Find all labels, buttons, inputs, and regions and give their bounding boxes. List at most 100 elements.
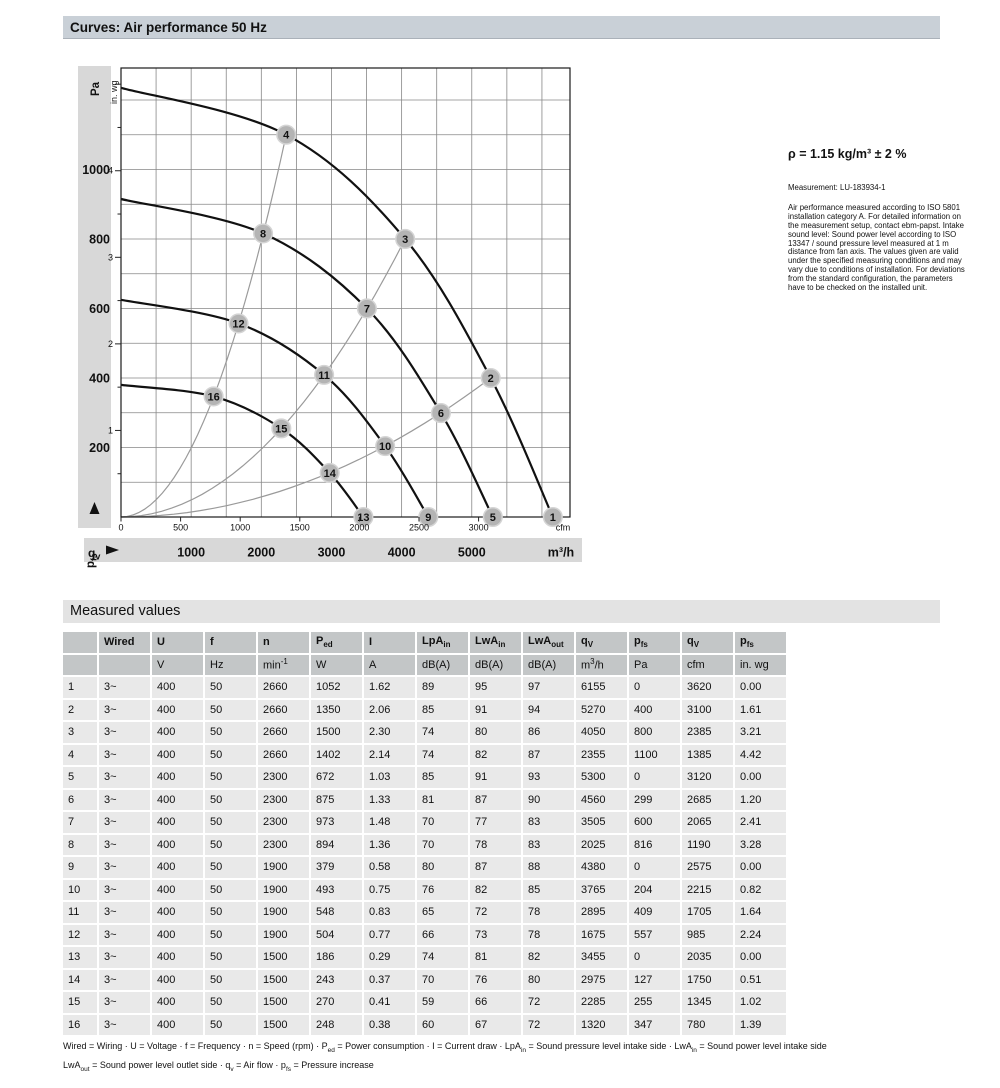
table-cell: 15: [63, 992, 97, 1013]
table-cell: 13: [63, 947, 97, 968]
table-cell: 72: [523, 992, 574, 1013]
table-cell: 85: [417, 699, 468, 720]
svg-text:1: 1: [108, 425, 113, 435]
table-cell: 50: [205, 834, 256, 855]
x-axis-cfm-labels: 0 500 1000 1500 2000 2500 3000 cfm: [118, 523, 570, 533]
table-header-cell: LpAin: [417, 632, 468, 653]
table-cell: 1900: [258, 879, 309, 900]
table-row: 15 3~ 400 50 1500 270 0.41 59 66 72 2285 255 1345 1.0…: [63, 992, 786, 1013]
table-cell: 1100: [629, 744, 680, 765]
table-cell: 89: [417, 677, 468, 698]
table-cell: 0.00: [735, 857, 786, 878]
chart-grid: [121, 68, 570, 517]
table-cell: 50: [205, 1014, 256, 1035]
table-cell: 1.33: [364, 789, 415, 810]
table-cell: 299: [629, 789, 680, 810]
table-cell: 973: [311, 812, 362, 833]
table-cell: 50: [205, 812, 256, 833]
table-cell: 0.00: [735, 767, 786, 788]
y-axis-symbol: pfs: [85, 553, 99, 568]
table-cell: 50: [205, 947, 256, 968]
table-cell: 50: [205, 992, 256, 1013]
table-cell: 1.36: [364, 834, 415, 855]
table-cell: 243: [311, 969, 362, 990]
table-row: 8 3~ 400 50 2300 894 1.36 70 78 83 2025 816 1190 3.28: [63, 834, 786, 855]
table-header-cell: [63, 632, 97, 653]
svg-text:4000: 4000: [388, 546, 416, 560]
svg-text:7: 7: [364, 303, 370, 315]
table-cell: 2285: [576, 992, 627, 1013]
table-cell: 5: [63, 767, 97, 788]
table-cell: 67: [470, 1014, 521, 1035]
table-cell: 1.02: [735, 992, 786, 1013]
curve-point-marker-2: 2: [480, 367, 501, 389]
table-cell: 875: [311, 789, 362, 810]
svg-text:11: 11: [318, 370, 330, 382]
table-cell: 0.37: [364, 969, 415, 990]
table-cell: 70: [417, 969, 468, 990]
air-performance-chart: 4321876512111091615141320040060080010001…: [78, 66, 582, 568]
table-cell: 0.41: [364, 992, 415, 1013]
table-cell: 400: [152, 969, 203, 990]
table-cell: 2660: [258, 699, 309, 720]
table-cell: 2300: [258, 767, 309, 788]
table-cell: 11: [63, 902, 97, 923]
table-cell: 83: [523, 812, 574, 833]
page-title: Curves: Air performance 50 Hz: [70, 20, 267, 35]
table-row: 12 3~ 400 50 1900 504 0.77 66 73 78 1675 557 985 2.24: [63, 924, 786, 945]
table-cell: 10: [63, 879, 97, 900]
legend-line-1: Wired = Wiring · U = Voltage · f = Frequ…: [63, 1041, 827, 1054]
y-axis-pa-labels: 200 400 600 800 1000: [82, 163, 110, 455]
table-cell: 400: [629, 699, 680, 720]
svg-text:600: 600: [89, 302, 110, 316]
table-cell: 1750: [682, 969, 733, 990]
table-cell: 400: [152, 992, 203, 1013]
table-cell: 985: [682, 924, 733, 945]
table-cell: 90: [523, 789, 574, 810]
table-cell: 3~: [99, 924, 150, 945]
table-cell: 1.39: [735, 1014, 786, 1035]
svg-text:9: 9: [425, 512, 431, 524]
table-row: 5 3~ 400 50 2300 672 1.03 85 91 93 5300 0 3120 0.00: [63, 767, 786, 788]
table-cell: 1.20: [735, 789, 786, 810]
table-unit-cell: dB(A): [470, 654, 521, 675]
legend-footnote: Wired = Wiring · U = Voltage · f = Frequ…: [63, 1041, 827, 1079]
curve-point-marker-7: 7: [356, 298, 377, 319]
table-cell: 0.83: [364, 902, 415, 923]
table-unit-cell: A: [364, 654, 415, 675]
table-cell: 2975: [576, 969, 627, 990]
table-cell: 50: [205, 744, 256, 765]
table-cell: 50: [205, 767, 256, 788]
table-cell: 894: [311, 834, 362, 855]
table-unit-cell: Pa: [629, 654, 680, 675]
system-line-a: [120, 134, 287, 518]
table-cell: 2065: [682, 812, 733, 833]
table-cell: 77: [470, 812, 521, 833]
table-cell: 50: [205, 924, 256, 945]
table-unit-cell: [63, 654, 97, 675]
table-unit-cell: in. wg: [735, 654, 786, 675]
table-cell: 1500: [258, 969, 309, 990]
table-cell: 2385: [682, 722, 733, 743]
table-cell: 4050: [576, 722, 627, 743]
table-header-cell: pfs: [735, 632, 786, 653]
table-header-cell: Ped: [311, 632, 362, 653]
table-row: 16 3~ 400 50 1500 248 0.38 60 67 72 1320 347 780 1.39: [63, 1014, 786, 1035]
table-cell: 2.24: [735, 924, 786, 945]
table-cell: 1500: [258, 992, 309, 1013]
table-cell: 7: [63, 812, 97, 833]
table-cell: 1705: [682, 902, 733, 923]
svg-text:1000: 1000: [82, 163, 110, 177]
table-cell: 0: [629, 857, 680, 878]
svg-text:2000: 2000: [247, 546, 275, 560]
measurement-description: Air performance measured according to IS…: [788, 203, 965, 292]
table-cell: 548: [311, 902, 362, 923]
table-cell: 400: [152, 767, 203, 788]
x-axis-band: [84, 538, 582, 562]
table-header-cell: n: [258, 632, 309, 653]
svg-text:4: 4: [108, 166, 113, 176]
table-cell: 2.41: [735, 812, 786, 833]
svg-text:2000: 2000: [349, 523, 369, 533]
table-cell: 78: [523, 924, 574, 945]
